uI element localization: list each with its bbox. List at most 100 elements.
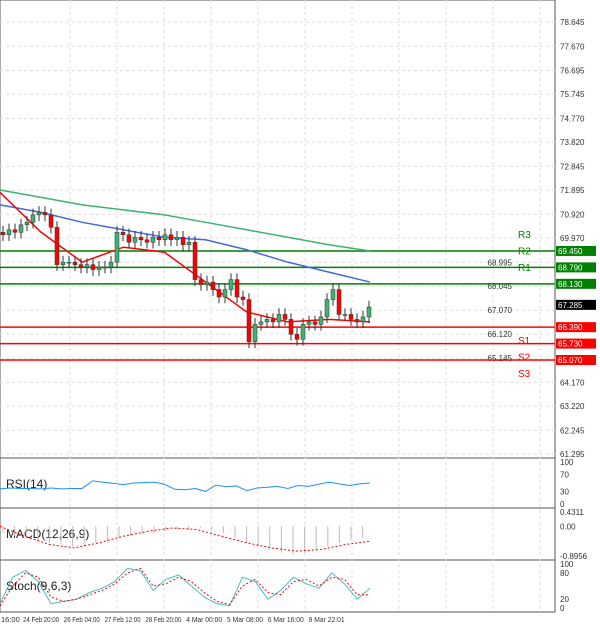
level-badge	[556, 338, 596, 349]
time-label: 24 Feb 20:00	[23, 615, 59, 624]
candle-bear	[126, 234, 132, 243]
candle-bull	[306, 321, 312, 325]
level-label: R3	[518, 230, 531, 241]
candle-bear	[288, 319, 294, 335]
level-badge	[556, 245, 596, 256]
price-tick: 71.895	[560, 186, 585, 195]
candle-bear	[156, 237, 162, 241]
candle-bull	[162, 234, 168, 241]
candle-bear	[282, 314, 288, 320]
time-label: 16:00	[1, 615, 20, 624]
moving-average-line	[0, 191, 371, 323]
level-label: R1	[518, 263, 531, 274]
price-tick: 67.070	[488, 306, 513, 315]
level-badge	[556, 322, 596, 333]
panel-0	[0, 0, 556, 459]
candle-bull	[318, 316, 324, 325]
main-panel-border	[0, 0, 556, 459]
candle-bear	[48, 214, 54, 228]
indicator-tick: 100	[560, 458, 574, 467]
candle-bear	[294, 334, 300, 340]
candle-bear	[246, 299, 252, 343]
stoch-main-line	[0, 567, 371, 607]
candle-bear	[168, 234, 174, 241]
level-value: 66.390	[558, 323, 583, 332]
candle-bull	[108, 261, 114, 268]
candle-bull	[264, 319, 270, 323]
indicator-tick: 30	[560, 487, 569, 496]
indicator-tick: 0.4311	[560, 508, 584, 517]
price-tick: 63.220	[560, 402, 585, 411]
time-label: 27 Feb 12:00	[105, 615, 141, 624]
candle-bear	[144, 239, 150, 243]
level-badge	[556, 262, 596, 273]
indicator-label: Stoch(9,6,3)	[6, 579, 71, 593]
price-tick: 75.745	[560, 90, 585, 99]
level-value: 68.130	[558, 280, 583, 289]
candle-bull	[6, 229, 12, 236]
level-label: S3	[518, 369, 531, 380]
candle-bear	[138, 237, 144, 241]
candle-bull	[84, 264, 90, 268]
level-label: S1	[518, 336, 531, 347]
candle-bull	[330, 289, 336, 300]
moving-average-line	[0, 189, 371, 252]
candle-bull	[276, 314, 282, 323]
price-tick: 62.245	[560, 426, 585, 435]
indicator-label: RSI(14)	[6, 477, 47, 491]
candle-bull	[342, 314, 348, 316]
candle-bear	[192, 241, 198, 280]
candle-bull	[228, 279, 234, 290]
price-tick: 61.295	[560, 450, 585, 459]
candle-bull	[66, 261, 72, 264]
price-tick: 69.970	[560, 234, 585, 243]
rsi-line	[0, 480, 371, 492]
indicator-tick: 20	[560, 595, 569, 604]
panel-2	[0, 507, 556, 561]
price-tick: 64.170	[560, 378, 585, 387]
candle-bull	[252, 324, 258, 343]
candle-bull	[24, 222, 30, 226]
current-price-badge	[556, 299, 596, 310]
indicator-tick: 0	[560, 604, 565, 613]
candle-bear	[120, 232, 126, 236]
candle-bear	[72, 261, 78, 265]
time-label: 5 Mar 08:00	[227, 615, 263, 624]
indicator-tick: 80	[560, 569, 569, 578]
stoch-signal-line	[0, 567, 370, 607]
panel-1	[0, 457, 556, 509]
candle-bear	[78, 264, 84, 268]
time-label: 4 Mar 00:00	[186, 615, 222, 624]
candle-bull	[150, 237, 156, 243]
level-value: 65.730	[558, 340, 583, 349]
candle-bear	[312, 321, 318, 325]
candle-bear	[210, 281, 216, 290]
candle-bull	[132, 237, 138, 243]
time-label: 28 Feb 20:00	[145, 615, 181, 624]
level-label: R2	[518, 246, 531, 257]
panel-3	[0, 559, 556, 613]
price-tick: 78.645	[560, 18, 585, 27]
candle-bear	[90, 264, 96, 270]
candle-bull	[186, 241, 192, 245]
level-label: S2	[518, 353, 531, 364]
level-value: 69.450	[558, 247, 583, 256]
level-value: 65.070	[558, 356, 583, 365]
candle-bear	[54, 227, 60, 265]
time-label: 26 Feb 04:00	[64, 615, 100, 624]
candle-bear	[180, 237, 186, 245]
price-tick: 76.695	[560, 67, 585, 76]
current-price: 67.285	[558, 301, 583, 310]
candle-bear	[336, 289, 342, 315]
candle-bear	[270, 319, 276, 323]
indicator-tick: -0.8956	[560, 552, 588, 561]
macd-signal-line	[0, 525, 371, 552]
indicator-tick: 100	[560, 560, 574, 569]
indicator-tick: 0	[560, 500, 565, 509]
candle-bull	[96, 266, 102, 270]
candle-bear	[234, 279, 240, 298]
level-badge	[556, 355, 596, 366]
price-tick: 68.995	[488, 258, 513, 267]
